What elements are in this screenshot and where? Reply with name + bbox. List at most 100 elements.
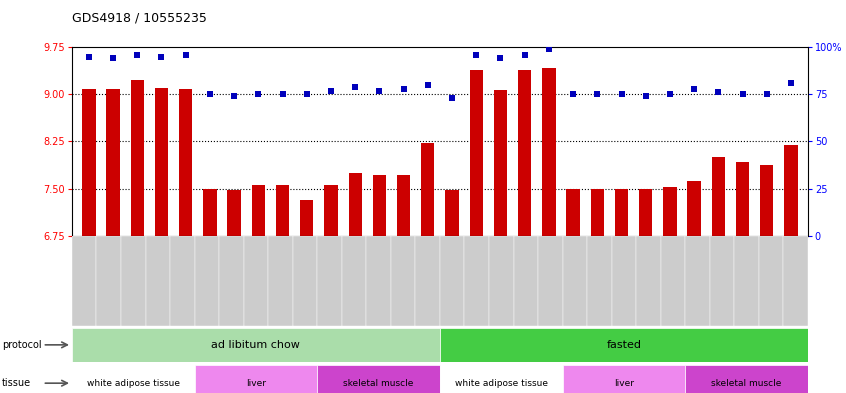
Bar [317, 365, 440, 393]
Bar [268, 236, 293, 326]
Bar [685, 236, 710, 326]
Point [445, 95, 459, 101]
Bar [107, 89, 120, 236]
Point [470, 51, 483, 58]
Bar [121, 236, 146, 326]
Point [130, 51, 144, 58]
Bar [195, 236, 219, 326]
Bar [612, 236, 636, 326]
Bar [130, 81, 144, 236]
Bar [228, 190, 241, 236]
Point [324, 87, 338, 94]
Bar [421, 143, 435, 236]
Point [155, 53, 168, 60]
Bar [440, 365, 563, 393]
Bar [366, 236, 391, 326]
Bar [639, 189, 652, 236]
Bar [146, 236, 170, 326]
Point [615, 91, 629, 97]
Bar [170, 236, 195, 326]
Bar [342, 236, 366, 326]
Bar [324, 185, 338, 236]
Point [494, 55, 508, 62]
Bar [784, 145, 798, 236]
Point [663, 91, 677, 97]
Point [518, 51, 531, 58]
Bar [734, 236, 759, 326]
Text: liver: liver [246, 379, 266, 387]
Point [542, 46, 556, 52]
Bar [663, 187, 677, 236]
Bar [494, 90, 507, 236]
Text: skeletal muscle: skeletal muscle [711, 379, 782, 387]
Bar [244, 236, 268, 326]
Bar [317, 236, 342, 326]
Text: white adipose tissue: white adipose tissue [87, 379, 179, 387]
Bar [440, 236, 464, 326]
Bar [711, 157, 725, 236]
Point [107, 55, 120, 62]
Point [179, 51, 193, 58]
Bar [736, 162, 750, 236]
Bar [759, 236, 783, 326]
Point [372, 87, 386, 94]
Text: fasted: fasted [607, 340, 641, 350]
Bar [688, 181, 700, 236]
Point [760, 91, 773, 97]
Bar [300, 200, 313, 236]
Bar [591, 189, 604, 236]
Point [203, 91, 217, 97]
Bar [72, 328, 440, 362]
Bar [203, 189, 217, 236]
Bar [72, 236, 96, 326]
Bar [685, 365, 808, 393]
Point [591, 91, 604, 97]
Bar [518, 70, 531, 236]
Text: white adipose tissue: white adipose tissue [455, 379, 547, 387]
Text: liver: liver [614, 379, 634, 387]
Point [82, 53, 96, 60]
Bar [661, 236, 685, 326]
Point [276, 91, 289, 97]
Bar [563, 365, 685, 393]
Bar [445, 190, 459, 236]
Bar [155, 88, 168, 236]
Bar [710, 236, 734, 326]
Point [349, 84, 362, 90]
Bar [760, 165, 773, 236]
Bar [397, 175, 410, 236]
Bar [440, 328, 808, 362]
Point [421, 82, 435, 88]
Point [736, 91, 750, 97]
Bar [587, 236, 612, 326]
Bar [72, 365, 195, 393]
Text: tissue: tissue [2, 378, 30, 388]
Bar [489, 236, 514, 326]
Bar [470, 70, 483, 236]
Text: protocol: protocol [2, 340, 41, 350]
Point [397, 86, 410, 92]
Point [687, 86, 700, 92]
Bar [195, 365, 317, 393]
Bar [464, 236, 489, 326]
Bar [219, 236, 244, 326]
Bar [251, 185, 265, 236]
Bar [615, 189, 629, 236]
Bar [514, 236, 538, 326]
Bar [391, 236, 415, 326]
Point [228, 93, 241, 99]
Bar [293, 236, 317, 326]
Bar [82, 89, 96, 236]
Bar [636, 236, 661, 326]
Point [639, 93, 652, 99]
Bar [276, 185, 289, 236]
Text: ad libitum chow: ad libitum chow [212, 340, 300, 350]
Bar [349, 173, 362, 236]
Bar [538, 236, 563, 326]
Text: skeletal muscle: skeletal muscle [343, 379, 414, 387]
Bar [373, 175, 386, 236]
Bar [563, 236, 587, 326]
Text: GDS4918 / 10555235: GDS4918 / 10555235 [72, 12, 206, 25]
Point [300, 91, 314, 97]
Bar [96, 236, 121, 326]
